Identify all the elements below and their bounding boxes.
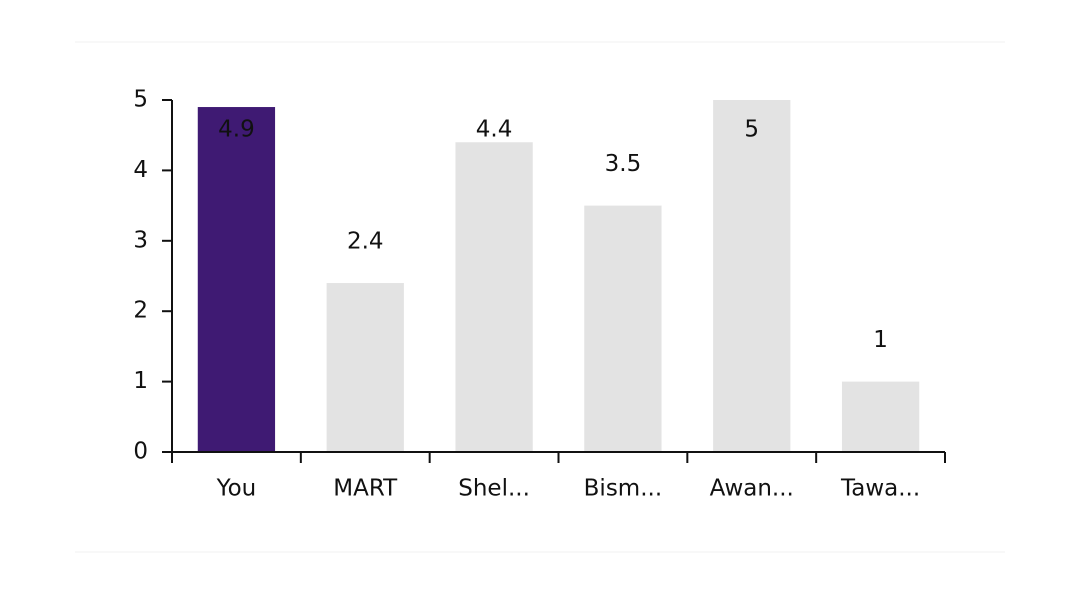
value-label: 5 [744,117,759,143]
y-tick-label: 4 [133,157,148,183]
x-tick-label: Bism... [584,476,663,502]
bar [455,142,533,453]
y-tick-label: 0 [133,439,148,465]
y-tick-label: 1 [133,368,148,394]
x-tick-label: Shel... [458,476,530,502]
y-tick-label: 3 [133,227,148,253]
value-label: 2.4 [347,229,384,255]
value-label: 4.4 [476,117,513,143]
bar [841,381,920,452]
bar [197,107,276,452]
bar [713,100,791,452]
bar [326,283,404,452]
value-label: 1 [873,327,888,353]
y-tick-label: 5 [133,87,148,113]
x-tick-label: MART [333,476,398,502]
x-tick-label: Tawa... [840,476,920,502]
x-tick-label: You [216,476,257,502]
x-tick-label: Awan... [710,476,794,502]
value-label: 3.5 [605,151,642,177]
bar [584,205,662,452]
value-label: 4.9 [218,117,255,143]
y-tick-label: 2 [133,298,148,324]
